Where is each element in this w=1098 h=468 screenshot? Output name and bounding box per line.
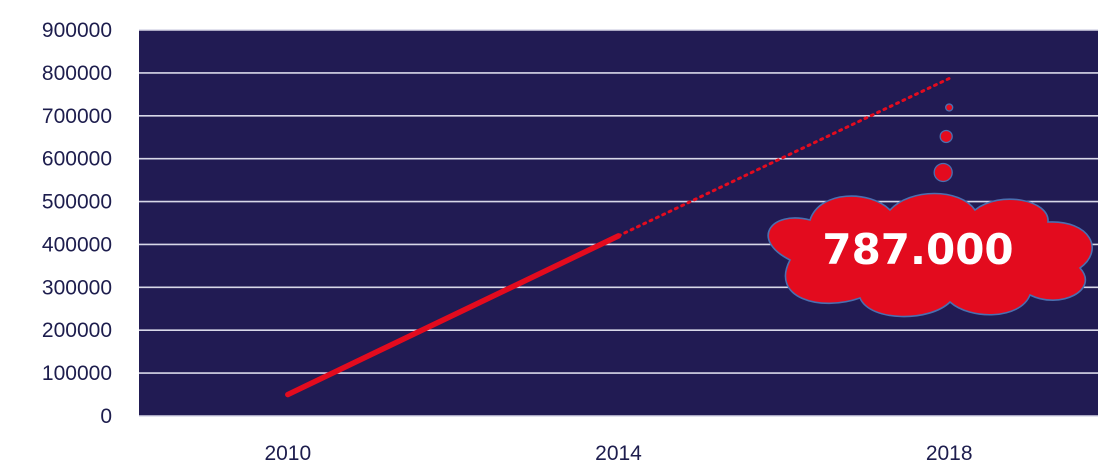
projection-line (617, 76, 951, 238)
y-tick-label: 800000 (42, 62, 112, 85)
x-tick-label: 2010 (264, 442, 311, 465)
y-tick-label: 500000 (42, 191, 112, 214)
y-tick-label: 700000 (42, 105, 112, 128)
thought-bubble (933, 162, 953, 183)
thought-bubbles (933, 103, 954, 183)
cloud-shape (767, 192, 1093, 318)
series-lines (285, 76, 951, 398)
y-tick-label: 400000 (42, 233, 112, 256)
y-axis: 0 100000 200000 300000 400000 500000 600000 700… (42, 19, 112, 428)
y-tick-label: 900000 (42, 19, 112, 42)
y-tick-label: 100000 (42, 362, 112, 385)
y-tick-label: 200000 (42, 319, 112, 342)
y-tick-label: 300000 (42, 276, 112, 299)
gridlines (139, 29, 1098, 417)
y-tick-label: 0 (100, 405, 112, 428)
callout-cloud: 787.000 (767, 192, 1093, 318)
thought-bubble (939, 129, 953, 144)
x-tick-label: 2018 (926, 442, 973, 465)
thought-bubble (945, 103, 954, 112)
callout-value: 787.000 (822, 225, 1013, 274)
x-tick-label: 2014 (595, 442, 642, 465)
trend-line (285, 233, 622, 398)
x-axis: 2010 2014 2018 (264, 442, 972, 465)
y-tick-label: 600000 (42, 148, 112, 171)
